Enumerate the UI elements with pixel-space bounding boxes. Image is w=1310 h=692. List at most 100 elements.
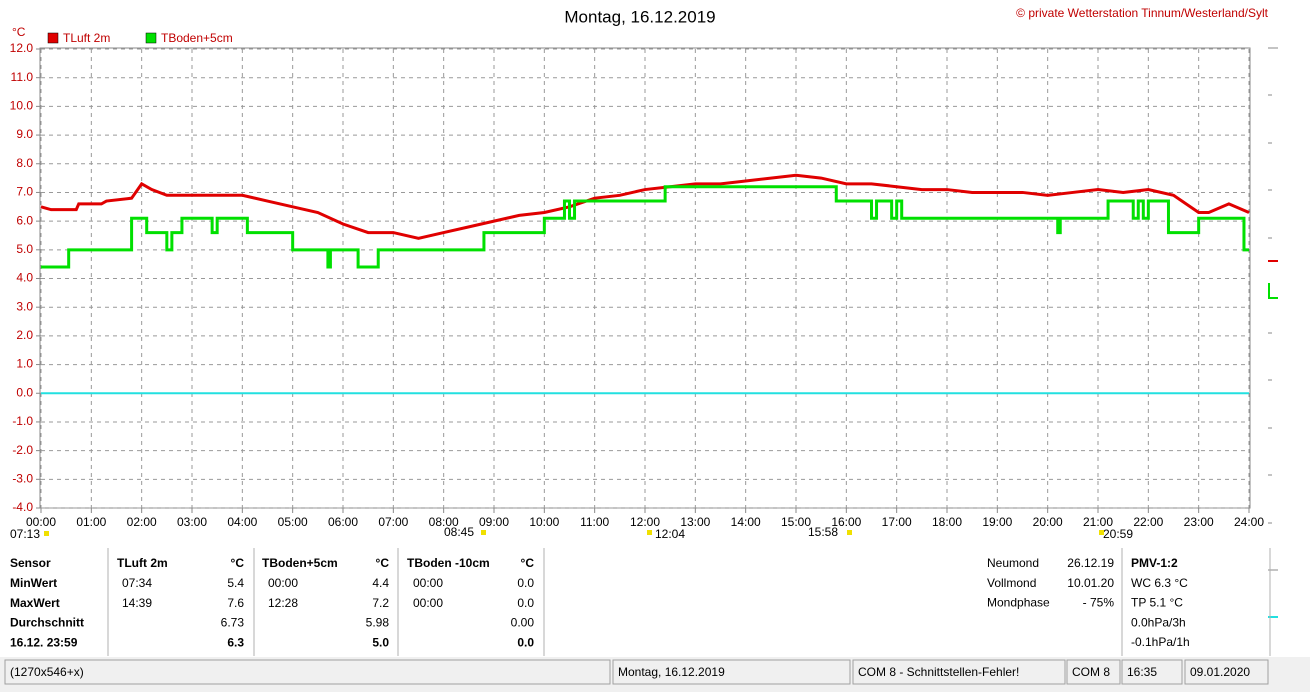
x-tick-label: 07:00 bbox=[378, 515, 408, 529]
table-cell: 7.6 bbox=[227, 596, 244, 610]
y-tick-label: 9.0 bbox=[16, 127, 33, 141]
table-cell: 5.4 bbox=[227, 576, 244, 590]
table-cell: 5.0 bbox=[372, 635, 389, 649]
chart-title: Montag, 16.12.2019 bbox=[564, 7, 715, 26]
x-tick-label: 17:00 bbox=[882, 515, 912, 529]
table-cell: Durchschnitt bbox=[10, 616, 84, 630]
x-tick-label: 09:00 bbox=[479, 515, 509, 529]
series-line bbox=[40, 173, 1250, 240]
y-tick-label: 2.0 bbox=[16, 328, 33, 342]
y-tick-label: 0.0 bbox=[16, 385, 33, 399]
x-tick-label: 13:00 bbox=[680, 515, 710, 529]
moon-label: Vollmond bbox=[987, 576, 1036, 590]
legend-label: TBoden+5cm bbox=[161, 31, 233, 45]
x-tick-label: 16:00 bbox=[831, 515, 861, 529]
time-marker bbox=[1099, 530, 1104, 535]
pmv-text: PMV-1:2 bbox=[1131, 556, 1178, 570]
y-tick-label: -2.0 bbox=[12, 443, 33, 457]
table-cell: 0.0 bbox=[517, 596, 534, 610]
x-tick-label: 00:00 bbox=[26, 515, 56, 529]
y-tick-label: 6.0 bbox=[16, 213, 33, 227]
table-header: °C bbox=[376, 556, 390, 570]
table-header: °C bbox=[521, 556, 535, 570]
time-annotation: 08:45 bbox=[444, 525, 474, 539]
x-tick-label: 11:00 bbox=[580, 515, 609, 529]
pmv-text: WC 6.3 °C bbox=[1131, 576, 1188, 590]
x-tick-label: 12:00 bbox=[630, 515, 660, 529]
table-header: Sensor bbox=[10, 556, 51, 570]
right-scale bbox=[1268, 47, 1278, 571]
legend-swatch bbox=[47, 32, 59, 44]
legend-swatch bbox=[145, 32, 157, 44]
moon-value: 10.01.20 bbox=[1067, 576, 1114, 590]
table-cell: 6.73 bbox=[221, 616, 245, 630]
table-cell: 0.0 bbox=[517, 576, 534, 590]
x-tick-label: 15:00 bbox=[781, 515, 811, 529]
legend-label: TLuft 2m bbox=[63, 31, 110, 45]
table-cell: 4.4 bbox=[372, 576, 389, 590]
status-cell bbox=[612, 659, 851, 685]
series-line bbox=[41, 185, 1249, 269]
y-tick-label: 12.0 bbox=[10, 41, 34, 55]
table-cell: 0.00 bbox=[511, 616, 535, 630]
table-cell: 00:00 bbox=[268, 576, 298, 590]
time-marker bbox=[481, 530, 486, 535]
status-cell bbox=[852, 659, 1066, 685]
y-tick-label: 10.0 bbox=[10, 99, 34, 113]
status-text: Montag, 16.12.2019 bbox=[618, 665, 725, 679]
x-tick-label: 10:00 bbox=[529, 515, 559, 529]
table-lines bbox=[107, 548, 1271, 656]
time-annotation: 07:13 bbox=[10, 527, 40, 541]
table-cell: 14:39 bbox=[122, 596, 152, 610]
table-cell: 0.0 bbox=[517, 635, 534, 649]
x-tick-label: 22:00 bbox=[1133, 515, 1163, 529]
table-cell: 12:28 bbox=[268, 596, 298, 610]
status-text: COM 8 - Schnittstellen-Fehler! bbox=[858, 665, 1019, 679]
time-marker bbox=[647, 530, 652, 535]
x-tick-label: 03:00 bbox=[177, 515, 207, 529]
table-cell: 07:34 bbox=[122, 576, 152, 590]
y-tick-label: -4.0 bbox=[12, 500, 33, 514]
y-tick-label: 5.0 bbox=[16, 242, 33, 256]
y-tick-label: 3.0 bbox=[16, 299, 33, 313]
status-cell bbox=[1066, 659, 1121, 685]
pmv-text: -0.1hPa/1h bbox=[1131, 635, 1190, 649]
table-cell: MaxWert bbox=[10, 596, 60, 610]
x-tick-label: 19:00 bbox=[982, 515, 1012, 529]
x-tick-label: 14:00 bbox=[731, 515, 761, 529]
y-tick-label: 7.0 bbox=[16, 185, 33, 199]
x-tick-label: 02:00 bbox=[127, 515, 157, 529]
status-cell bbox=[1184, 659, 1269, 685]
status-text: 09.01.2020 bbox=[1190, 665, 1250, 679]
moon-value: - 75% bbox=[1083, 596, 1115, 610]
y-tick-label: 11.0 bbox=[11, 70, 34, 84]
moon-label: Mondphase bbox=[987, 596, 1050, 610]
time-annotation: 20:59 bbox=[1103, 527, 1133, 541]
x-tick-label: 23:00 bbox=[1184, 515, 1214, 529]
y-tick-label: 8.0 bbox=[16, 156, 33, 170]
x-tick-label: 24:00 bbox=[1234, 515, 1264, 529]
y-tick-label: -1.0 bbox=[12, 414, 33, 428]
y-axis-label: °C bbox=[12, 25, 26, 39]
x-tick-label: 08:00 bbox=[429, 515, 459, 529]
table-cell: 7.2 bbox=[372, 596, 389, 610]
x-tick-label: 06:00 bbox=[328, 515, 358, 529]
pmv-text: 0.0hPa/3h bbox=[1131, 615, 1186, 629]
status-text: 16:35 bbox=[1127, 665, 1157, 679]
y-tick-label: 4.0 bbox=[16, 271, 33, 285]
table-cell: 00:00 bbox=[413, 576, 443, 590]
x-tick-label: 04:00 bbox=[227, 515, 257, 529]
pmv-text: TP 5.1 °C bbox=[1131, 596, 1183, 610]
x-tick-label: 18:00 bbox=[932, 515, 962, 529]
table-header: TLuft 2m bbox=[117, 556, 168, 570]
y-tick-label: -3.0 bbox=[12, 471, 33, 485]
time-annotation: 15:58 bbox=[808, 525, 838, 539]
x-tick-label: 05:00 bbox=[278, 515, 308, 529]
time-marker bbox=[847, 530, 852, 535]
moon-value: 26.12.19 bbox=[1067, 556, 1114, 570]
table-cell: MinWert bbox=[10, 576, 57, 590]
x-tick-label: 01:00 bbox=[76, 515, 106, 529]
right-marker bbox=[1268, 283, 1278, 299]
